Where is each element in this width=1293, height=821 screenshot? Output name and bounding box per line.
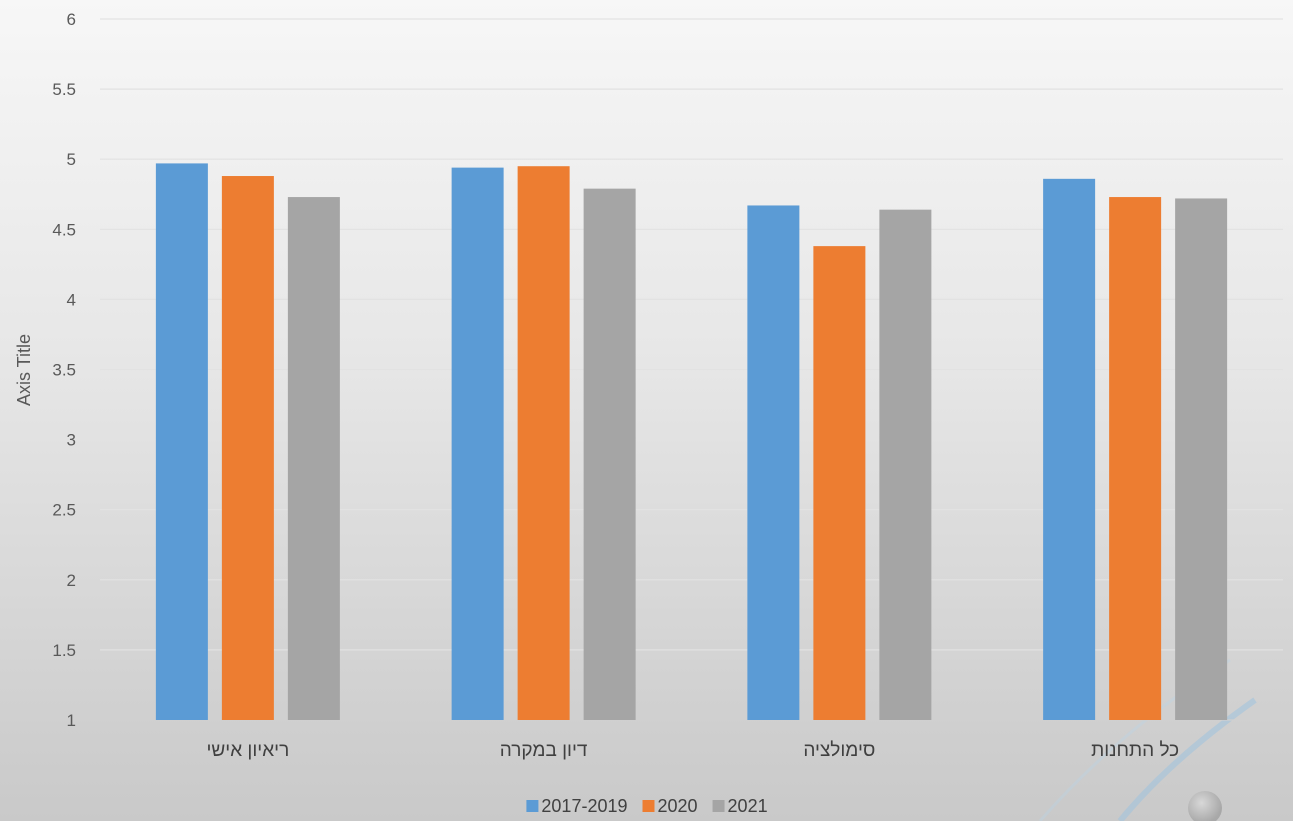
y-tick-label: 5 — [67, 150, 76, 169]
bar — [1109, 197, 1162, 720]
y-tick-label: 1 — [67, 711, 76, 730]
legend-item: 2017-2019 — [526, 796, 628, 816]
decorative-swoosh — [1117, 697, 1257, 821]
legend-label: 2020 — [658, 796, 698, 816]
decorative-dot — [1188, 791, 1222, 821]
bar — [517, 166, 570, 720]
x-category-label: סימולציה — [803, 740, 875, 761]
y-tick-label: 5.5 — [52, 80, 76, 99]
bar — [1175, 198, 1228, 720]
y-tick-label: 3 — [67, 431, 76, 450]
bar — [747, 205, 800, 720]
bar — [879, 209, 932, 720]
y-tick-label: 4.5 — [52, 220, 76, 239]
x-category-label: ריאיון אישי — [206, 740, 289, 761]
bar — [451, 167, 504, 720]
bar — [287, 197, 340, 720]
legend-swatch — [526, 800, 539, 812]
bar — [1043, 178, 1096, 720]
y-tick-label: 2 — [67, 571, 76, 590]
bar — [155, 163, 208, 720]
x-category-label: כל התחנות — [1091, 740, 1179, 761]
y-tick-label: 6 — [67, 10, 76, 29]
bar — [221, 176, 274, 721]
y-tick-label: 1.5 — [52, 641, 76, 660]
y-tick-label: 3.5 — [52, 361, 76, 380]
x-category-label: דיון במקרה — [500, 740, 588, 761]
legend-swatch — [712, 800, 725, 812]
legend-label: 2017-2019 — [541, 796, 627, 816]
legend-item: 2021 — [712, 796, 768, 816]
bar — [813, 246, 866, 720]
legend-swatch — [642, 800, 655, 812]
y-axis-title: Axis Title — [14, 334, 34, 406]
legend-label: 2021 — [728, 796, 768, 816]
legend: 2017-2019 2020 2021 — [526, 796, 768, 816]
legend-item: 2020 — [642, 796, 698, 816]
y-tick-label: 4 — [67, 290, 76, 309]
bar — [583, 188, 636, 721]
y-tick-label: 2.5 — [52, 501, 76, 520]
